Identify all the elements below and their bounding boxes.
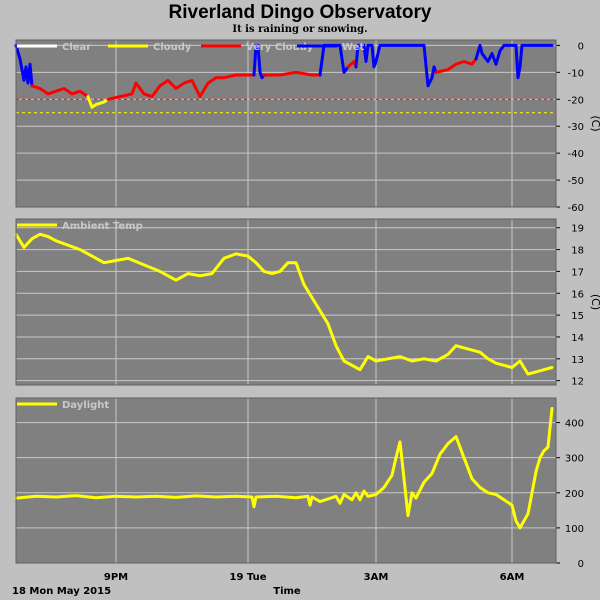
series-line-wet — [14, 43, 34, 88]
y-tick-label: 0 — [578, 41, 584, 52]
x-axis-ticks: 9PM 19 Tue 3AM 6AM — [104, 572, 524, 583]
panel-ambient: 12 13 14 15 16 17 18 19 (C) Ambient Temp — [14, 218, 600, 388]
legend-label: Wet — [342, 42, 364, 53]
y-tick-label: -30 — [568, 122, 584, 133]
plot-frame — [15, 397, 557, 564]
y-tick-label: 15 — [571, 311, 584, 322]
plot-area-sky — [16, 40, 556, 207]
series-line-wet — [354, 43, 438, 88]
y-tick-label: 200 — [565, 489, 584, 500]
plot-area-ambient — [16, 219, 556, 385]
y-tick-label: 13 — [571, 355, 584, 366]
series-line-wet — [252, 43, 266, 80]
y-tick-label: 400 — [565, 419, 584, 430]
plot-frame — [15, 39, 557, 208]
series-line-cloudy — [86, 95, 110, 109]
series-line-very-cloudy — [434, 57, 478, 74]
series-line-wet — [318, 43, 350, 77]
y-tick-label: 19 — [571, 224, 584, 235]
x-tick-label: 19 Tue — [229, 572, 266, 583]
y-tick-label: 18 — [571, 246, 584, 257]
plot-frame — [15, 218, 557, 386]
x-tick-label: 9PM — [104, 572, 128, 583]
date-label: 18 Mon May 2015 — [12, 586, 111, 597]
y-tick-label: -60 — [568, 203, 584, 214]
page-title: Riverland Dingo Observatory — [169, 2, 432, 23]
y-tick-label: 14 — [571, 333, 584, 344]
legend-label: Ambient Temp — [62, 221, 143, 232]
y-tick-label: 12 — [571, 377, 584, 388]
y-tick-label: 16 — [571, 289, 584, 300]
y-tick-label: 0 — [578, 559, 584, 570]
y-tick-label: 300 — [565, 454, 584, 465]
y-tick-label: 100 — [565, 524, 584, 535]
chart-panels: 0 -10 -20 -30 -40 -50 -60 (C) Clear Cloudy Very Cl… — [14, 39, 600, 570]
y-tick-label: -10 — [568, 68, 584, 79]
y-axis-unit: (C) — [589, 115, 600, 131]
series-line-very-cloudy — [262, 70, 322, 77]
y-tick-label: -50 — [568, 176, 584, 187]
y-tick-label: 17 — [571, 267, 584, 278]
series-line-very-cloudy — [30, 84, 90, 99]
legend-label: Daylight — [62, 400, 109, 411]
legend-label: Cloudy — [153, 42, 192, 53]
legend-label: Clear — [62, 42, 91, 53]
series-line-ambient-temp — [14, 232, 554, 376]
x-axis-label: Time — [273, 586, 301, 597]
plot-area-daylight — [16, 398, 556, 563]
panel-sky: 0 -10 -20 -30 -40 -50 -60 (C) Clear Cloudy Very Cl… — [14, 39, 600, 214]
panel-daylight: 0 100 200 300 400 Daylight — [14, 397, 584, 570]
series-line-very-cloudy — [106, 73, 256, 101]
page-subtitle: It is raining or snowing. — [232, 24, 367, 35]
y-tick-label: -40 — [568, 149, 584, 160]
series-line-daylight — [14, 407, 554, 530]
series-line-wet — [474, 43, 554, 80]
y-tick-label: -20 — [568, 95, 584, 106]
x-tick-label: 3AM — [364, 572, 389, 583]
y-axis-unit: (C) — [589, 294, 600, 310]
x-tick-label: 6AM — [500, 572, 525, 583]
legend-label: Very Cloudy — [246, 42, 314, 53]
